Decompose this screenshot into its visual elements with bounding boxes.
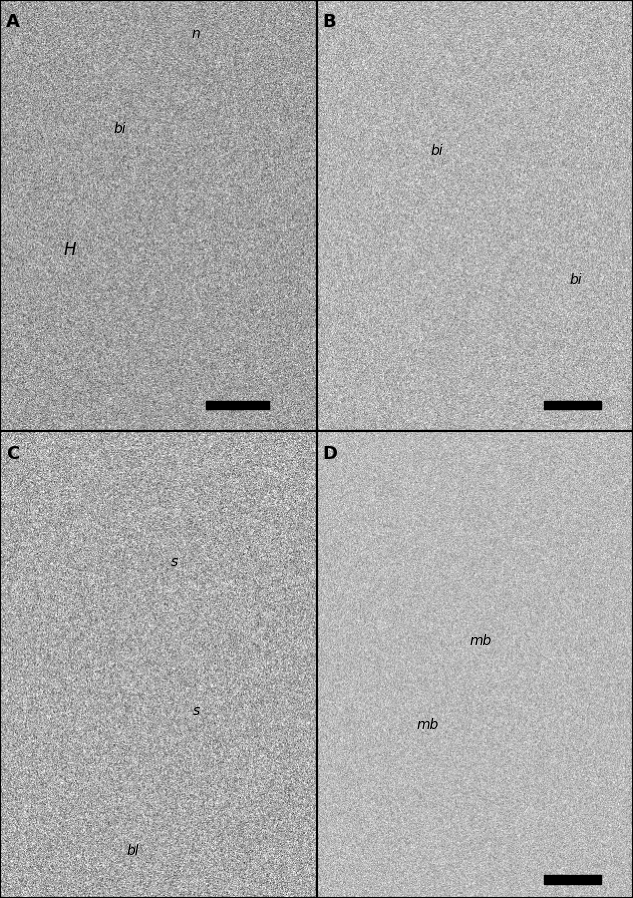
- Text: C: C: [6, 445, 20, 463]
- Text: A: A: [6, 13, 20, 31]
- Bar: [544, 401, 601, 409]
- Text: mb: mb: [416, 718, 439, 732]
- Text: bl: bl: [127, 844, 139, 858]
- Text: H: H: [63, 241, 76, 259]
- Text: s: s: [170, 555, 178, 568]
- Text: bi: bi: [430, 144, 443, 158]
- Text: s: s: [192, 704, 200, 718]
- Text: bi: bi: [570, 273, 582, 287]
- Text: B: B: [323, 13, 337, 31]
- Text: D: D: [323, 445, 338, 463]
- Bar: [206, 401, 269, 409]
- Text: mb: mb: [470, 634, 492, 648]
- Text: bi: bi: [114, 122, 127, 136]
- Text: n: n: [192, 28, 201, 41]
- Bar: [544, 875, 601, 884]
